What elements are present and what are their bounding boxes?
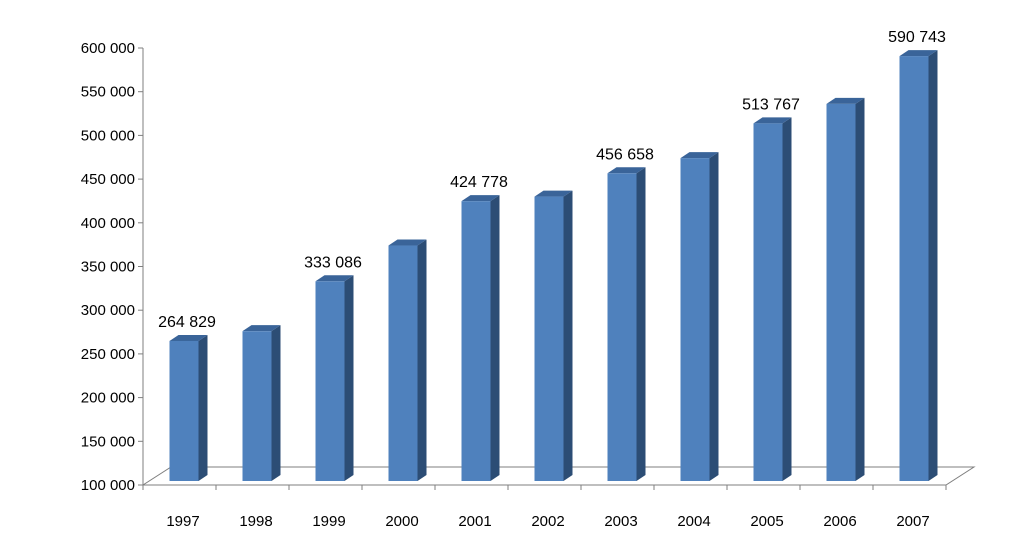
bar-top-face [461, 195, 500, 202]
data-labels: 264 829 333 086 424 778 456 658 513 767 590 7… [158, 29, 946, 331]
x-tick-label: 2003 [604, 513, 637, 530]
bar-side-face [490, 195, 500, 481]
bar [242, 325, 281, 481]
bar-side-face [417, 239, 427, 481]
x-tick-label: 2007 [896, 513, 929, 530]
y-tick-label: 500 000 [81, 127, 135, 144]
bar-value-label: 264 829 [158, 314, 216, 331]
bar-value-label: 513 767 [742, 96, 800, 113]
x-tick-label: 2004 [677, 513, 710, 530]
bar-side-face [344, 275, 354, 481]
bar-side-face [709, 152, 719, 481]
bar-value-label: 424 778 [450, 174, 508, 191]
bar-top-face [242, 325, 281, 332]
y-tick-label: 100 000 [81, 477, 135, 494]
bar-front-face [534, 196, 564, 481]
x-tick-label: 2000 [385, 513, 418, 530]
bar [607, 167, 646, 481]
bar-front-face [242, 331, 272, 481]
y-tick-label: 250 000 [81, 346, 135, 363]
bar-side-face [198, 334, 208, 481]
bar-side-face [636, 167, 646, 481]
bar-top-face [899, 50, 938, 57]
bar [899, 50, 938, 482]
bar-side-face [855, 97, 865, 481]
bar-top-face [534, 190, 573, 197]
bar-front-face [899, 56, 929, 482]
y-tick-label: 550 000 [81, 84, 135, 101]
bar-side-face [782, 117, 792, 481]
bar-value-label: 333 086 [304, 254, 362, 271]
y-tick-label: 300 000 [81, 302, 135, 319]
bar [753, 117, 792, 481]
bar-front-face [388, 245, 418, 481]
x-tick-label: 1997 [166, 513, 199, 530]
bar-side-face [563, 190, 573, 481]
bar-top-face [315, 275, 354, 282]
bar-front-face [680, 158, 710, 481]
bar-front-face [461, 201, 491, 481]
y-tick-label: 150 000 [81, 433, 135, 450]
bar-series [169, 50, 938, 482]
bar [388, 239, 427, 481]
bar [826, 97, 865, 481]
bar [534, 190, 573, 481]
y-axis: 100 000 150 000 200 000 250 000 300 000 350 0… [81, 40, 144, 494]
bar [169, 334, 208, 481]
bar [680, 152, 719, 481]
bar-top-face [680, 152, 719, 159]
x-axis: 1997 1998 1999 2000 2001 2002 2003 2004 2005 2006… [142, 485, 947, 530]
bar-front-face [826, 103, 856, 481]
y-tick-label: 450 000 [81, 171, 135, 188]
bar [461, 195, 500, 481]
bar-front-face [753, 123, 783, 481]
x-tick-label: 1999 [312, 513, 345, 530]
x-tick-label: 2002 [531, 513, 564, 530]
bar-top-face [169, 334, 208, 341]
bar-side-face [928, 50, 938, 482]
x-tick-label: 2005 [750, 513, 783, 530]
x-tick-label: 2006 [823, 513, 856, 530]
bar-side-face [271, 325, 281, 481]
bar-front-face [315, 281, 345, 481]
bar [315, 275, 354, 481]
bar-front-face [607, 173, 637, 481]
x-tick-label: 1998 [239, 513, 272, 530]
y-tick-label: 350 000 [81, 259, 135, 276]
bar-top-face [753, 117, 792, 124]
bar-top-face [388, 239, 427, 246]
bar-value-label: 590 743 [888, 29, 946, 46]
y-tick-label: 600 000 [81, 40, 135, 57]
bar-top-face [607, 167, 646, 174]
bar-top-face [826, 97, 865, 104]
y-tick-label: 400 000 [81, 215, 135, 232]
bar-front-face [169, 340, 199, 481]
y-tick-label: 200 000 [81, 390, 135, 407]
bar-value-label: 456 658 [596, 146, 654, 163]
x-tick-label: 2001 [458, 513, 491, 530]
